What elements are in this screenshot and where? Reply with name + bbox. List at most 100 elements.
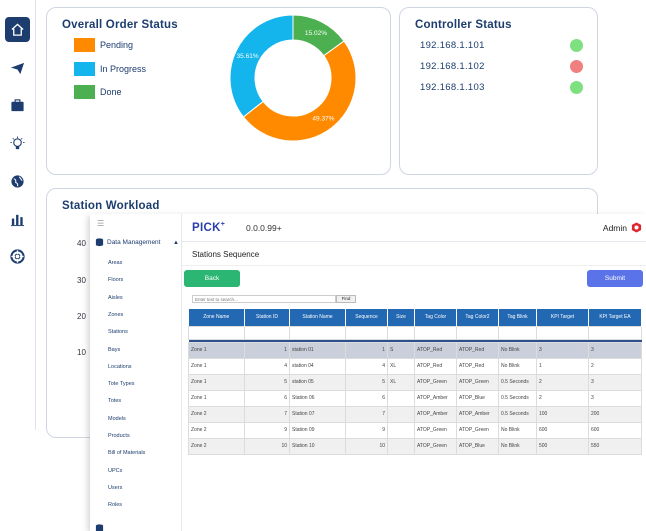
search-input[interactable] xyxy=(192,295,336,303)
table-cell: 500 xyxy=(536,437,589,455)
table-cell: XL xyxy=(387,357,415,375)
globe-icon[interactable] xyxy=(5,169,30,194)
sidebar-item-locations[interactable]: Locations xyxy=(108,363,132,370)
sidebar-item-tote-types[interactable]: Tote Types xyxy=(108,381,135,388)
table-cell: ATOP_Amber xyxy=(456,405,499,423)
column-header-kpi-target[interactable]: KPI Target xyxy=(536,309,589,326)
table-cell: 600 xyxy=(588,421,642,439)
legend-swatch xyxy=(74,62,95,76)
column-header-tag-blink[interactable]: Tag Blink xyxy=(498,309,537,326)
table-row[interactable]: Zone 2 10 Station 10 10 ATOP_Green ATOP_Blue N… xyxy=(188,437,642,455)
filter-cell[interactable] xyxy=(456,325,499,340)
table-row[interactable]: Zone 1 4 station 04 4 XL ATOP_Red ATOP_Red No B… xyxy=(188,357,642,375)
send-icon[interactable] xyxy=(5,56,30,81)
table-cell: Zone 2 xyxy=(188,421,245,439)
column-header-tag-color[interactable]: Tag Color xyxy=(414,309,457,326)
table-cell: 2 xyxy=(536,373,589,391)
filter-cell[interactable] xyxy=(588,325,642,340)
column-header-zone-name[interactable]: Zone Name xyxy=(188,309,245,326)
sidebar-item-areas[interactable]: Areas xyxy=(108,260,123,266)
filter-row xyxy=(188,325,642,340)
column-header-tag-color2[interactable]: Tag Color2 xyxy=(456,309,499,326)
hamburger-menu-icon[interactable]: ☰ xyxy=(97,219,105,228)
table-cell: 10 xyxy=(244,437,290,455)
sidebar-item-users[interactable]: Users xyxy=(108,484,123,491)
chevron-up-icon: ▲ xyxy=(173,239,179,246)
table-cell: No Blink xyxy=(498,437,537,455)
table-cell: ATOP_Green xyxy=(414,373,457,391)
filter-cell[interactable] xyxy=(414,325,457,340)
lightbulb-icon[interactable] xyxy=(5,131,30,156)
sidebar-item-upcs[interactable]: UPCs xyxy=(108,467,123,474)
column-header-size[interactable]: Size xyxy=(387,309,415,326)
table-cell: 6 xyxy=(345,389,388,407)
column-header-station-id[interactable]: Station ID xyxy=(244,309,290,326)
legend-item-in-progress: In Progress xyxy=(74,62,146,76)
lifebuoy-icon[interactable] xyxy=(5,244,30,269)
home-icon[interactable] xyxy=(5,17,30,42)
table-cell: 3 xyxy=(588,389,642,407)
sidebar-item-zones[interactable]: Zones xyxy=(108,311,124,318)
sidebar-section-data-management[interactable]: Data Management ▲ xyxy=(95,238,179,247)
donut-slice-in-progress[interactable] xyxy=(229,14,294,118)
sidebar-item-models[interactable]: Models xyxy=(108,415,126,422)
column-header-kpi-target-ea[interactable]: KPI Target EA xyxy=(588,309,642,326)
filter-cell[interactable] xyxy=(387,325,415,340)
controller-status-title: Controller Status xyxy=(415,19,512,31)
controller-row: 192.168.1.103 xyxy=(420,81,583,94)
table-cell: 9 xyxy=(244,421,290,439)
table-cell: No Blink xyxy=(498,421,537,439)
donut-slice-pending[interactable] xyxy=(242,40,357,142)
filter-cell[interactable] xyxy=(289,325,346,340)
table-cell: 1 xyxy=(536,357,589,375)
sidebar-item-floors[interactable]: Floors xyxy=(108,277,124,284)
back-button[interactable]: Back xyxy=(184,270,240,287)
table-cell xyxy=(387,421,415,439)
briefcase-icon[interactable] xyxy=(5,93,30,118)
find-button[interactable]: Find xyxy=(336,295,356,303)
filter-cell[interactable] xyxy=(244,325,290,340)
table-row[interactable]: Zone 2 9 Station 09 9 ATOP_Green ATOP_Green No… xyxy=(188,421,642,439)
bar-chart-icon[interactable] xyxy=(5,207,30,232)
table-cell: 3 xyxy=(536,341,589,359)
donut-value-label: 49.37% xyxy=(312,115,334,122)
user-name[interactable]: Admin xyxy=(602,223,627,233)
user-badge-icon[interactable] xyxy=(631,222,642,233)
donut-value-label: 15.02% xyxy=(305,30,327,37)
sidebar-item-totes[interactable]: Totes xyxy=(108,398,122,405)
sidebar-item-roles[interactable]: Roles xyxy=(108,502,123,509)
table-cell: ATOP_Blue xyxy=(456,437,499,455)
controller-ip: 192.168.1.103 xyxy=(420,82,485,93)
controller-status-indicator xyxy=(570,39,583,52)
y-tick-label: 20 xyxy=(77,312,86,321)
table-row[interactable]: Zone 1 5 station 05 5 XL ATOP_Green ATOP_Green… xyxy=(188,373,642,391)
controller-status-indicator xyxy=(570,81,583,94)
table-cell: XL xyxy=(387,373,415,391)
database-icon xyxy=(95,238,104,247)
table-cell: 5 xyxy=(345,373,388,391)
sidebar-item-bays[interactable]: Bays xyxy=(108,346,121,353)
filter-cell[interactable] xyxy=(498,325,537,340)
submit-button[interactable]: Submit xyxy=(587,270,643,287)
sidebar-item-aisles[interactable]: Aisles xyxy=(108,294,123,301)
table-row[interactable]: Zone 2 7 Station 07 7 ATOP_Amber ATOP_Amber 0.… xyxy=(188,405,642,423)
table-cell: 1 xyxy=(244,341,290,359)
table-row[interactable]: Zone 1 6 Station 06 6 ATOP_Amber ATOP_Blue 0.5… xyxy=(188,389,642,407)
sidebar-item-products[interactable]: Products xyxy=(108,433,130,439)
column-header-sequence[interactable]: Sequence xyxy=(345,309,388,326)
table-cell: 0.5 Seconds xyxy=(498,405,537,423)
table-cell xyxy=(387,437,415,455)
sidebar-item-stations[interactable]: Stations xyxy=(108,329,128,336)
table-row[interactable]: Zone 1 1 station 01 1 S ATOP_Red ATOP_Red No Bl… xyxy=(188,341,642,359)
filter-cell[interactable] xyxy=(536,325,589,340)
column-header-station-name[interactable]: Station Name xyxy=(289,309,346,326)
filter-cell[interactable] xyxy=(345,325,388,340)
table-cell: 3 xyxy=(588,341,642,359)
legend-label: In Progress xyxy=(100,64,147,74)
filter-cell[interactable] xyxy=(188,325,245,340)
controller-status-indicator xyxy=(570,60,583,73)
controller-ip: 192.168.1.102 xyxy=(420,61,485,72)
table-cell: Zone 2 xyxy=(188,437,245,455)
station-workload-title: Station Workload xyxy=(62,200,160,212)
sidebar-item-bill-of-materials[interactable]: Bill of Materials xyxy=(108,450,146,457)
